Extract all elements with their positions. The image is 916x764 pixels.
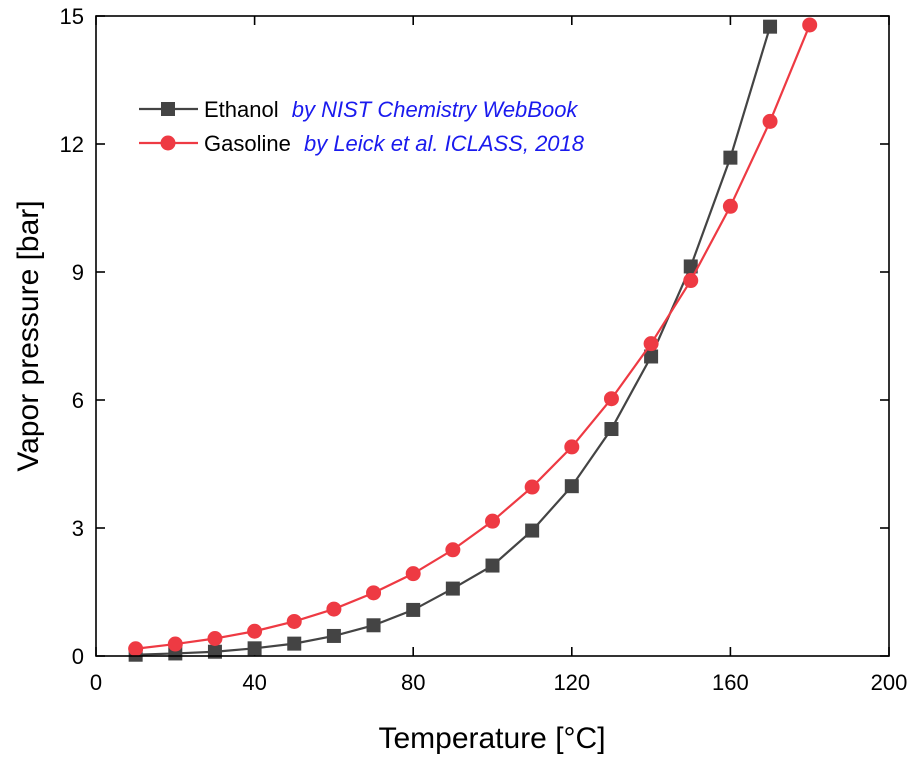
legend-entry-gasoline: Gasoline by Leick et al. ICLASS, 2018	[139, 131, 585, 156]
data-point-gasoline	[247, 623, 263, 639]
y-tick-label: 15	[60, 4, 84, 29]
x-tick-label: 160	[712, 670, 749, 695]
data-point-gasoline	[405, 566, 421, 582]
data-point-gasoline	[445, 542, 461, 558]
plot-series	[128, 17, 818, 662]
data-point-ethanol	[485, 558, 500, 573]
data-point-gasoline	[524, 479, 540, 495]
svg-text:Gasoline by Leick et a: Gasoline by Leick et al. ICLASS, 2018	[204, 131, 585, 156]
data-point-ethanol	[445, 581, 460, 596]
series-ethanol	[128, 19, 778, 662]
data-point-gasoline	[683, 273, 699, 289]
data-point-gasoline	[167, 636, 183, 652]
series-gasoline	[128, 17, 818, 657]
y-tick-label: 9	[72, 260, 84, 285]
data-point-gasoline	[762, 113, 778, 129]
y-axis-title: Vapor pressure [bar]	[12, 200, 45, 471]
data-point-gasoline	[802, 17, 818, 33]
data-point-ethanol	[723, 150, 738, 165]
tick-labels: 0 40 80 120 160 200 0 3 6 9 12 15	[60, 4, 908, 695]
data-point-gasoline	[564, 439, 580, 455]
legend-source-ethanol: by NIST Chemistry WebBook	[292, 97, 579, 122]
data-point-ethanol	[366, 618, 381, 633]
data-point-gasoline	[603, 391, 619, 407]
data-point-ethanol	[763, 19, 778, 34]
data-point-gasoline	[286, 613, 302, 629]
data-point-gasoline	[643, 336, 659, 352]
x-axis-title: Temperature [°C]	[378, 722, 605, 755]
data-point-ethanol	[287, 636, 302, 651]
data-point-ethanol	[247, 641, 262, 656]
data-point-ethanol	[525, 523, 540, 538]
legend-entry-ethanol: Ethanol by NIST Chemistry WebBook	[139, 97, 578, 122]
legend-marker-ethanol	[161, 102, 175, 116]
data-point-ethanol	[406, 602, 421, 617]
y-tick-label: 12	[60, 132, 84, 157]
data-point-ethanol	[326, 628, 341, 643]
y-tick-label: 3	[72, 516, 84, 541]
data-point-ethanol	[644, 349, 659, 364]
data-point-ethanol	[564, 479, 579, 494]
x-tick-label: 0	[90, 670, 102, 695]
data-point-gasoline	[207, 631, 223, 647]
svg-text:Ethanol by NIST Chemis: Ethanol by NIST Chemistry WebBook	[204, 97, 578, 122]
legend-source-gasoline: by Leick et al. ICLASS, 2018	[304, 131, 585, 156]
legend-label-gasoline: Gasoline	[204, 131, 291, 156]
plot-frame	[95, 15, 890, 657]
data-point-gasoline	[366, 585, 382, 601]
data-point-gasoline	[722, 198, 738, 214]
data-point-gasoline	[326, 601, 342, 617]
legend-marker-gasoline	[160, 135, 176, 151]
data-point-gasoline	[485, 513, 500, 529]
x-tick-label: 40	[242, 670, 266, 695]
y-tick-label: 0	[72, 644, 84, 669]
x-tick-label: 200	[871, 670, 908, 695]
data-point-ethanol	[683, 259, 698, 274]
data-point-gasoline	[128, 641, 144, 657]
legend: Ethanol by NIST Chemistry WebBook Gasoli…	[139, 97, 585, 156]
data-point-ethanol	[604, 422, 619, 437]
x-tick-label: 120	[553, 670, 590, 695]
legend-label-ethanol: Ethanol	[204, 97, 279, 122]
x-tick-label: 80	[401, 670, 425, 695]
y-tick-label: 6	[72, 388, 84, 413]
